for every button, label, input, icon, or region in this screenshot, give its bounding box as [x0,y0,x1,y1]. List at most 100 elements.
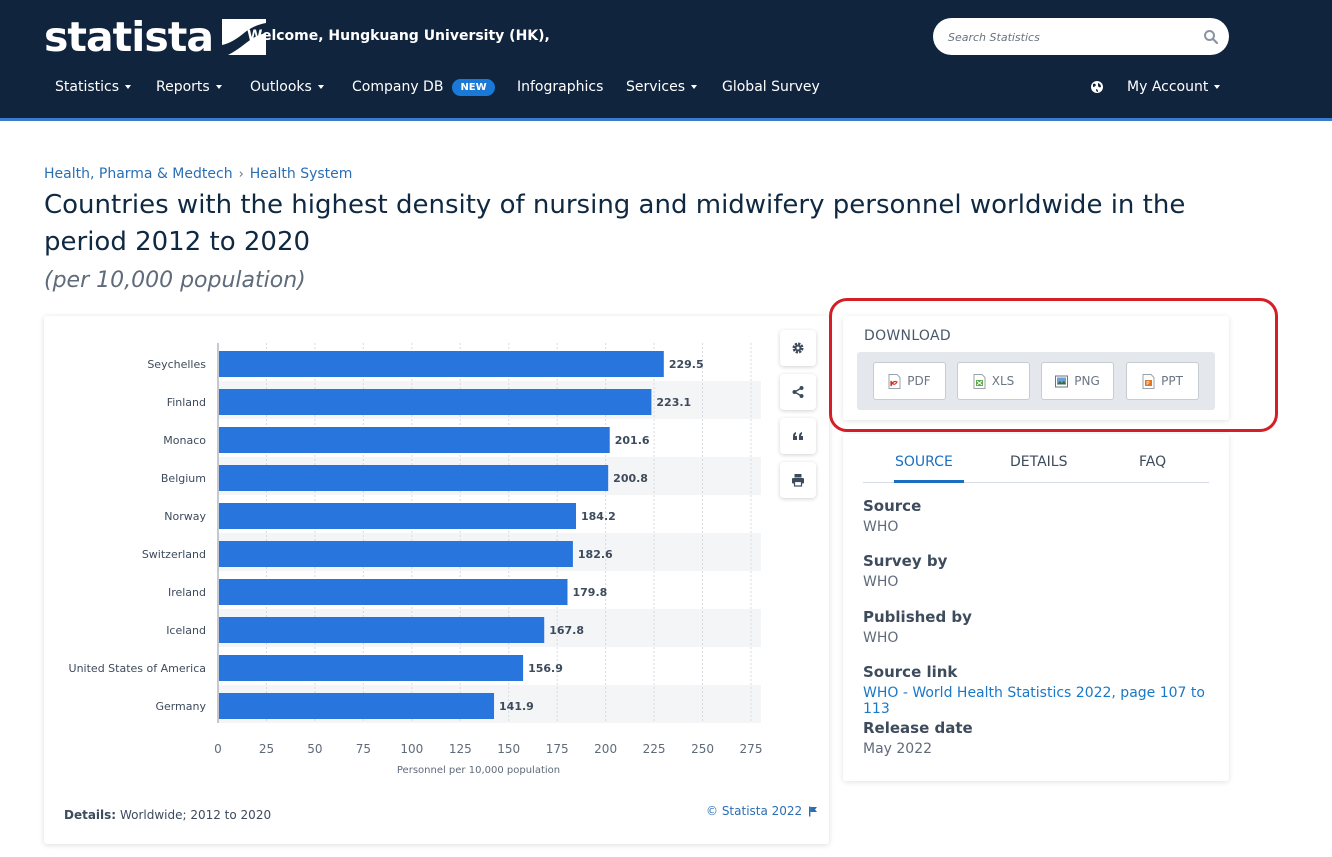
nav-infographics[interactable]: Infographics [517,76,603,98]
data-label: 201.6 [615,434,650,447]
category-label: Monaco [163,434,206,447]
release-date-value: May 2022 [863,741,933,757]
download-ppt-label: PPT [1161,374,1183,388]
data-label: 200.8 [613,472,648,485]
bar[interactable] [219,579,568,605]
copyright-link[interactable]: © Statista 2022 [706,804,818,818]
bar[interactable] [219,389,652,415]
quote-icon [793,432,803,440]
download-png-label: PNG [1074,374,1100,388]
chart-card: 0 25 50 75 100 125 150 175 200 225 250 275 Seychelle… [44,316,829,844]
bar[interactable] [219,427,610,453]
new-badge: NEW [452,78,495,96]
x-tick-label: 100 [400,742,423,756]
tab-source[interactable]: SOURCE [895,454,953,470]
data-label: 223.1 [656,396,691,409]
settings-button[interactable] [780,330,816,366]
breadcrumb-item-health-system[interactable]: Health System [249,166,353,182]
print-icon [792,474,804,487]
category-label: Switzerland [142,548,206,561]
nav-services-label: Services [626,79,686,95]
x-tick-label: 275 [740,742,763,756]
bar[interactable] [219,351,664,377]
category-label: Finland [167,396,206,409]
source-label: Source [863,497,922,515]
nav-global-survey[interactable]: Global Survey [722,76,820,98]
gear-icon [792,342,804,354]
x-tick-label: 125 [449,742,472,756]
bar[interactable] [219,465,609,491]
tab-details[interactable]: DETAILS [1010,454,1068,470]
breadcrumb-separator-icon: › [238,166,244,182]
globe-icon[interactable] [1090,80,1104,94]
download-xls-button[interactable]: XLS [957,362,1030,400]
published-by-label: Published by [863,608,972,626]
bar[interactable] [219,655,524,681]
download-xls-label: XLS [991,374,1015,388]
nav-outlooks[interactable]: Outlooks [250,76,324,98]
download-pdf-button[interactable]: PDF [873,362,946,400]
svg-text:P: P [1146,381,1150,387]
survey-by-value: WHO [863,574,899,590]
tab-faq[interactable]: FAQ [1139,454,1167,470]
ppt-file-icon: P [1142,373,1155,389]
x-axis-title: Personnel per 10,000 population [397,765,560,776]
nav-reports[interactable]: Reports [156,76,222,98]
info-tabs: SOURCE DETAILS FAQ [863,434,1209,483]
print-button[interactable] [780,462,816,498]
my-account-menu[interactable]: My Account [1127,76,1221,98]
x-tick-label: 150 [497,742,520,756]
logo-text: statista [44,13,214,61]
source-card: SOURCE DETAILS FAQ Source WHO Survey by … [843,434,1229,781]
highlight-annotation [829,298,1278,432]
search-box [933,18,1229,55]
header-accent-line [0,118,1332,121]
chevron-down-icon [317,85,324,89]
active-tab-indicator [894,480,964,483]
chevron-down-icon [1214,85,1221,89]
category-label: Germany [155,700,206,713]
download-ppt-button[interactable]: P PPT [1126,362,1199,400]
flag-icon [809,806,818,816]
x-tick-label: 225 [643,742,666,756]
copyright-text: © Statista 2022 [706,804,803,818]
x-tick-label: 50 [307,742,322,756]
my-account-label: My Account [1127,79,1209,95]
pdf-file-icon [888,373,901,389]
chart-details: Details: Worldwide; 2012 to 2020 [64,808,271,822]
x-tick-label: 75 [356,742,371,756]
cite-button[interactable] [780,418,816,454]
x-tick-label: 200 [594,742,617,756]
category-label: Iceland [166,624,206,637]
breadcrumb: Health, Pharma & Medtech › Health System [44,166,352,182]
xls-file-icon [973,373,986,389]
download-buttons: PDF XLS PNG P PPT [857,352,1215,410]
page-title: Countries with the highest density of nu… [44,190,1186,257]
nav-services[interactable]: Services [626,76,698,98]
statista-logo[interactable]: statista [44,14,266,60]
source-link[interactable]: WHO - World Health Statistics 2022, page… [863,685,1205,717]
search-icon[interactable] [1203,29,1219,45]
chevron-down-icon [125,85,131,89]
category-label: United States of America [69,662,206,675]
data-label: 229.5 [669,358,704,371]
site-header: statista Welcome, Hungkuang University (… [0,0,1332,120]
survey-by-label: Survey by [863,552,948,570]
share-button[interactable] [780,374,816,410]
png-file-icon [1055,375,1069,387]
bar[interactable] [219,503,577,529]
nav-company-db[interactable]: Company DB NEW [352,76,495,98]
download-png-button[interactable]: PNG [1041,362,1114,400]
search-input[interactable] [948,27,1188,47]
category-label: Belgium [161,472,206,485]
breadcrumb-item-health-pharma[interactable]: Health, Pharma & Medtech [44,166,233,182]
nav-outlooks-label: Outlooks [250,79,312,95]
data-label: 156.9 [528,662,563,675]
bar[interactable] [219,617,545,643]
nav-statistics[interactable]: Statistics [55,76,131,98]
bar[interactable] [219,541,573,567]
chevron-down-icon [215,85,222,89]
published-by-value: WHO [863,630,899,646]
bar[interactable] [219,693,495,719]
category-label: Norway [164,510,206,523]
